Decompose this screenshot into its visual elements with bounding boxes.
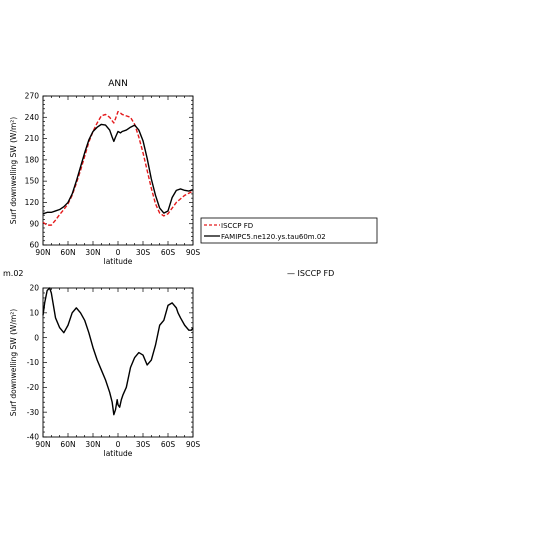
y-tick-label: 10 xyxy=(29,308,39,317)
x-tick-label: 90N xyxy=(35,440,50,449)
y-axis-title: Surf downwelling SW (W/m²) xyxy=(9,309,18,416)
panel-top-chart: 90N 60N 30N 0 30S 60S 90S 60 90 120 150 180 210 240 27… xyxy=(9,79,200,266)
series-line-isccp-fd xyxy=(42,110,194,226)
y-tick-label: -20 xyxy=(27,383,39,392)
y-tick-label: 240 xyxy=(25,113,40,122)
y-tick-label: -30 xyxy=(27,408,39,417)
legend-label-isccp: ISCCP FD xyxy=(221,222,253,230)
plot-frame xyxy=(42,95,194,246)
x-axis-title: latitude xyxy=(104,449,133,458)
x-tick-label: 60N xyxy=(60,440,75,449)
y-tick-label: 120 xyxy=(25,198,40,207)
y-tick-label: 60 xyxy=(29,241,39,250)
panel-title: ANN xyxy=(108,79,128,89)
y-tick-label: -40 xyxy=(27,433,39,442)
y-tick-label: 270 xyxy=(25,92,40,101)
x-tick-label: 0 xyxy=(116,440,121,449)
y-tick-label: -10 xyxy=(27,358,39,367)
x-tick-label: 60S xyxy=(161,440,176,449)
x-tick-label: 60S xyxy=(161,248,176,257)
x-tick-label: 0 xyxy=(116,248,121,257)
fragment-left-text: m.02 xyxy=(3,269,24,278)
x-tick-label: 30S xyxy=(136,440,151,449)
y-axis-title: Surf downwelling SW (W/m²) xyxy=(9,117,18,224)
plot-frame xyxy=(42,287,194,438)
series-line-difference-0 xyxy=(42,287,194,416)
legend-label-famipc5: FAMIPC5.ne120.ys.tau60m.02 xyxy=(221,233,326,241)
y-tick-label: 150 xyxy=(25,177,40,186)
y-tick-label: 180 xyxy=(25,155,40,164)
y-tick-label: 0 xyxy=(34,333,39,342)
x-tick-label: 30N xyxy=(85,440,100,449)
fragment-right-text: — ISCCP FD xyxy=(287,269,334,278)
x-tick-label: 60N xyxy=(60,248,75,257)
series-line-famipc5-ne120-ys-tau60m-02 xyxy=(42,123,194,215)
x-tick-label: 30N xyxy=(85,248,100,257)
x-axis-title: latitude xyxy=(104,257,133,266)
y-tick-label: 210 xyxy=(25,134,40,143)
x-tick-label: 90S xyxy=(186,440,201,449)
y-tick-label: 90 xyxy=(29,219,39,228)
y-tick-label: 20 xyxy=(29,284,39,293)
x-tick-label: 30S xyxy=(136,248,151,257)
legend-box xyxy=(200,217,378,244)
panel-bottom-chart: 90N 60N 30N 0 30S 60S 90S -40 -30 -20 -10 0 10 20 lati… xyxy=(9,284,200,458)
x-tick-label: 90S xyxy=(186,248,201,257)
legend: ISCCP FD FAMIPC5.ne120.ys.tau60m.02 xyxy=(200,217,378,244)
x-tick-label: 90N xyxy=(35,248,50,257)
